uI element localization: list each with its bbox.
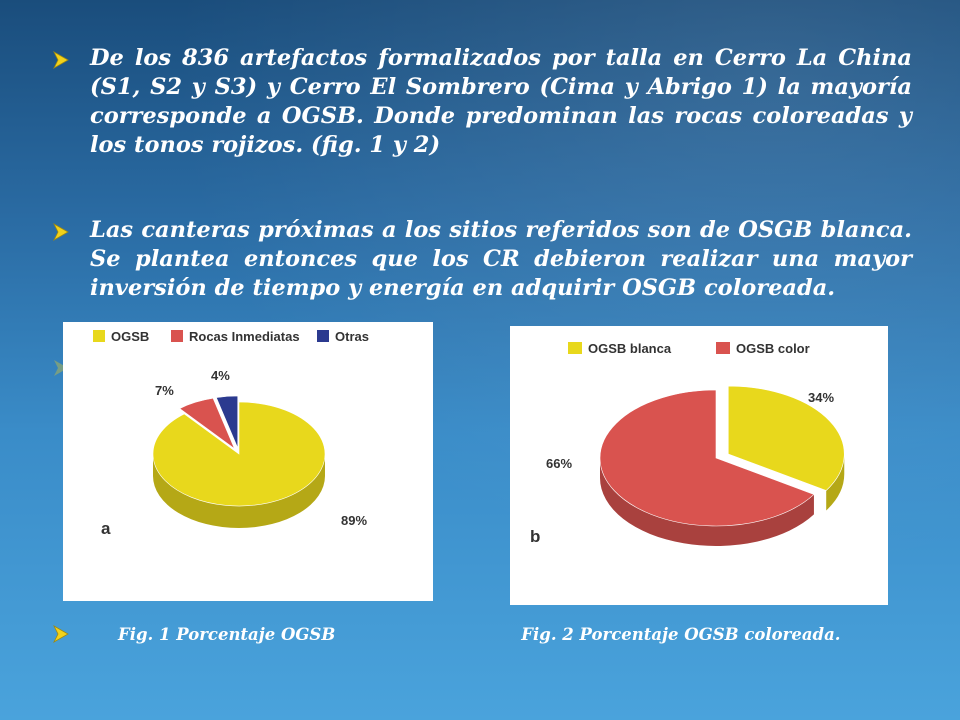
figure-1-pie-chart: OGSB Rocas Inmediatas Otras 7% 4% 89% a <box>63 322 433 601</box>
legend-label-ogsb-color: OGSB color <box>736 341 810 356</box>
pie-slice-ogsb <box>152 401 326 507</box>
pie-slice-otras <box>215 395 239 449</box>
pie-a-label-rocas: 7% <box>155 383 174 398</box>
panel-letter-b: b <box>530 527 540 546</box>
pie-b-label-ogsb-blanca: 34% <box>808 390 834 405</box>
legend-label-ogsb-blanca: OGSB blanca <box>588 341 672 356</box>
panel-letter-a: a <box>101 519 111 538</box>
bullet-item-2: Las canteras próximas a los sitios refer… <box>52 216 912 303</box>
figure-2-pie-chart: OGSB blanca OGSB color 34% 66% b <box>510 326 888 605</box>
legend-swatch-ogsb-color <box>716 342 730 354</box>
figure-captions: Fig. 1 Porcentaje OGSB Fig. 2 Porcentaje… <box>52 624 912 644</box>
legend-swatch-ogsb <box>93 330 105 342</box>
legend-swatch-ogsb-blanca <box>568 342 582 354</box>
legend-label-ogsb: OGSB <box>111 329 149 344</box>
pie-b-label-ogsb-color: 66% <box>546 456 572 471</box>
pie-slice-ogsb-color <box>599 389 815 527</box>
pie-side-ogsb-blanca <box>826 454 845 511</box>
caption-fig-2: Fig. 2 Porcentaje OGSB coloreada. <box>521 624 841 644</box>
pie-slice-ogsb-blanca <box>727 385 845 491</box>
faint-arrow-bullet-icon <box>52 358 72 382</box>
arrow-bullet-icon <box>52 216 90 242</box>
arrow-bullet-icon <box>52 44 90 70</box>
bullet-text-2: Las canteras próximas a los sitios refer… <box>90 217 912 301</box>
arrow-bullet-icon <box>52 624 90 644</box>
legend-b: OGSB blanca OGSB color <box>568 341 810 356</box>
caption-fig-1: Fig. 1 Porcentaje OGSB <box>118 624 336 644</box>
legend-swatch-rocas <box>171 330 183 342</box>
pie-a-label-otras: 4% <box>211 368 230 383</box>
pie-side-ogsb-color <box>600 458 814 546</box>
pie-a-label-ogsb: 89% <box>341 513 367 528</box>
legend-a: OGSB Rocas Inmediatas Otras <box>93 329 369 344</box>
pie-side-ogsb <box>153 454 325 528</box>
bullet-text-1: De los 836 artefactos formalizados por t… <box>90 45 912 158</box>
bullet-item-1: De los 836 artefactos formalizados por t… <box>52 44 912 160</box>
legend-label-otras: Otras <box>335 329 369 344</box>
pie-chart-b: OGSB blanca OGSB color 34% 66% b <box>530 341 845 546</box>
legend-swatch-otras <box>317 330 329 342</box>
legend-label-rocas: Rocas Inmediatas <box>189 329 300 344</box>
pie-slice-rocas-inmediatas <box>179 397 236 450</box>
pie-chart-a: OGSB Rocas Inmediatas Otras 7% 4% 89% a <box>93 329 369 538</box>
